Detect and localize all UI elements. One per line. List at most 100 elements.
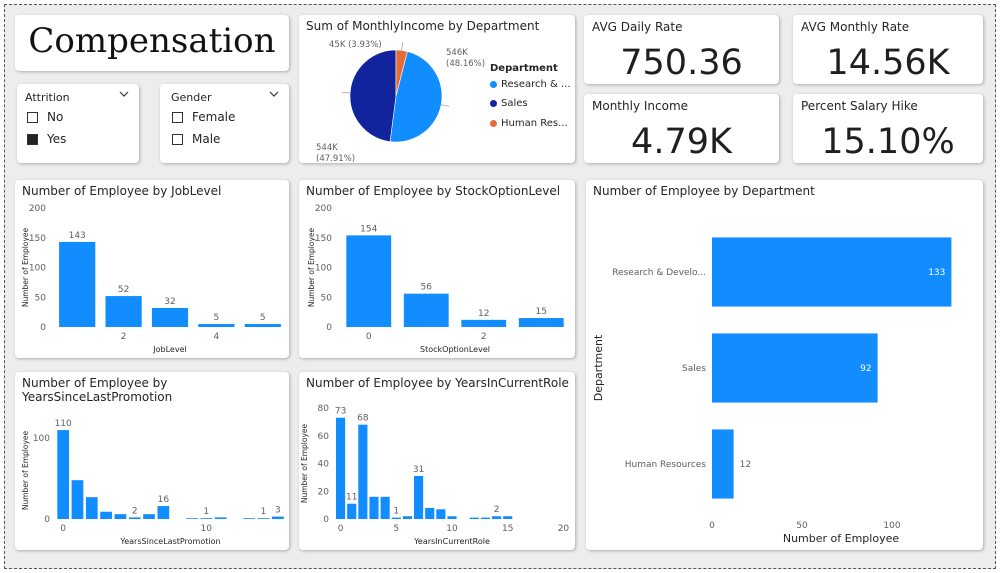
legend-item-research[interactable]: Research & ... [490, 79, 571, 90]
bar[interactable] [402, 516, 412, 519]
stock-title: Number of Employee by StockOptionLevel [306, 184, 561, 198]
y-tick-label: 200 [315, 204, 332, 214]
bar[interactable] [712, 429, 734, 499]
bar-data-label: 15 [536, 307, 547, 317]
gender-option-female[interactable]: Female [172, 110, 235, 124]
checkbox[interactable] [27, 111, 38, 123]
y-tick-label: 0 [40, 323, 46, 333]
kpi-title: Monthly Income [592, 99, 689, 113]
bar[interactable] [198, 324, 235, 327]
bar[interactable] [518, 318, 564, 327]
bar[interactable] [128, 517, 141, 519]
bar[interactable] [712, 237, 952, 307]
bar-data-label: 73 [335, 407, 346, 417]
bar-data-label: 154 [360, 224, 377, 234]
pie-data-label: (48.16%) [446, 59, 485, 69]
bar[interactable] [403, 293, 449, 327]
pie-data-label: 45K (3.93%) [329, 40, 382, 50]
bar[interactable] [71, 480, 84, 519]
bar[interactable] [257, 518, 270, 519]
bar[interactable] [143, 514, 155, 519]
bar[interactable] [380, 496, 390, 519]
x-axis-label: StockOptionLevel [420, 345, 490, 354]
legend-item-sales[interactable]: Sales [490, 98, 528, 109]
bar[interactable] [114, 514, 127, 519]
bar[interactable] [461, 319, 507, 327]
bar[interactable] [271, 516, 284, 519]
joblevel-chart[interactable]: 0 50 100 150 200 Number of Employee 143 52 2 32 5 4… [15, 180, 289, 358]
chevron-down-icon[interactable] [269, 89, 279, 99]
y-tick-label: Sales [682, 364, 706, 374]
bar[interactable] [712, 333, 878, 403]
x-tick-label: 10 [201, 524, 213, 534]
pie-legend-title: Department [490, 63, 558, 74]
attrition-slicer[interactable]: Attrition No Yes [17, 84, 139, 163]
y-axis-label: Number of Employee [307, 227, 316, 307]
bar[interactable] [57, 430, 70, 519]
joblevel-card[interactable]: Number of Employee by JobLevel 0 50 100 150… [15, 180, 289, 358]
bar[interactable] [151, 307, 189, 327]
bar[interactable] [346, 235, 392, 327]
bar[interactable] [414, 475, 424, 519]
bar[interactable] [503, 516, 513, 519]
pie-card[interactable]: Sum of MonthlyIncome by Department 546K(… [299, 15, 575, 163]
pie-slice[interactable] [389, 51, 443, 143]
pie-leader-line[interactable] [342, 92, 351, 94]
bar[interactable] [336, 417, 346, 519]
bar[interactable] [214, 517, 227, 519]
bar-data-label: 5 [214, 313, 220, 323]
pie-data-label: (47.91%) [316, 154, 355, 163]
bar[interactable] [59, 241, 96, 327]
page-title: Compensation [28, 21, 276, 61]
gender-slicer[interactable]: Gender Female Male [160, 84, 289, 163]
pie-slice[interactable] [395, 49, 408, 97]
bar[interactable] [469, 517, 479, 519]
bar[interactable] [244, 324, 281, 327]
bar[interactable] [243, 518, 256, 519]
bar[interactable] [105, 296, 142, 327]
bar[interactable] [200, 518, 213, 519]
bar[interactable] [480, 517, 490, 519]
pie-chart[interactable]: 546K(48.16%) 544K(47.91%) 45K (3.93%) [299, 33, 489, 163]
legend-item-hr[interactable]: Human Res... [490, 118, 568, 129]
pie-leader-line[interactable] [401, 42, 404, 51]
dept-chart[interactable]: Research & Develo... 133 Sales 92 Human Reso… [586, 180, 983, 550]
dept-card[interactable]: Number of Employee by Department Researc… [586, 180, 983, 550]
checkbox-checked[interactable] [27, 133, 38, 145]
stock-chart[interactable]: 0 50 100 150 200 Number of Employee 154 0 56 12 2 1… [299, 180, 575, 358]
pie-leader-line[interactable] [441, 104, 450, 107]
bar[interactable] [157, 506, 170, 519]
bar[interactable] [492, 516, 502, 519]
role-card[interactable]: Number of Employee by YearsInCurrentRole… [299, 372, 575, 550]
x-tick-label: 4 [214, 332, 220, 342]
kpi-title: Percent Salary Hike [801, 99, 918, 113]
attrition-option-no[interactable]: No [27, 110, 63, 124]
promotion-title-line-2: YearsSinceLastPromotion [22, 390, 173, 404]
stock-card[interactable]: Number of Employee by StockOptionLevel 0… [299, 180, 575, 358]
bar[interactable] [85, 497, 98, 519]
pie-slice[interactable] [349, 49, 397, 142]
bar[interactable] [347, 503, 357, 519]
kpi-value: 14.56K [826, 43, 950, 83]
chevron-down-icon[interactable] [119, 89, 129, 99]
gender-option-male[interactable]: Male [172, 132, 220, 146]
option-label: Female [192, 110, 236, 124]
role-chart[interactable]: 0 20 40 60 80 Number of Employee 0 5 10 15 20 73 11 6… [299, 372, 575, 550]
bar[interactable] [425, 507, 435, 519]
y-tick-label: Human Resources [625, 460, 707, 470]
attrition-option-yes[interactable]: Yes [27, 132, 66, 146]
checkbox[interactable] [172, 111, 183, 123]
title-banner: Compensation [15, 15, 289, 71]
checkbox[interactable] [172, 133, 183, 145]
legend-dot [490, 120, 497, 127]
y-tick-label: 100 [315, 264, 332, 274]
bar[interactable] [369, 496, 379, 519]
promotion-card[interactable]: Number of Employee by YearsSinceLastProm… [15, 372, 289, 550]
bar[interactable] [436, 509, 446, 519]
bar[interactable] [391, 517, 401, 519]
bar[interactable] [100, 511, 112, 519]
bar[interactable] [447, 516, 457, 519]
bar[interactable] [358, 424, 368, 519]
bar[interactable] [186, 518, 198, 519]
